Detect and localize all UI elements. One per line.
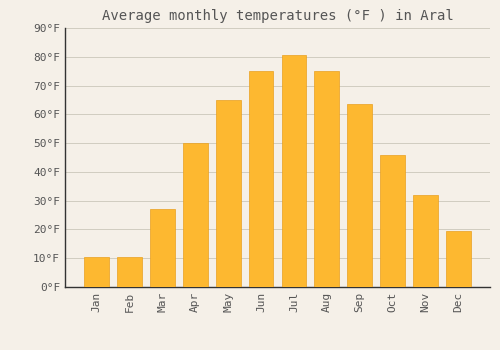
Bar	[117, 257, 142, 287]
Bar	[446, 231, 470, 287]
Bar	[150, 209, 174, 287]
Title: Average monthly temperatures (°F ) in Aral: Average monthly temperatures (°F ) in Ar…	[102, 9, 454, 23]
Bar	[183, 143, 208, 287]
Bar	[216, 100, 240, 287]
Bar	[282, 55, 306, 287]
Bar	[248, 71, 274, 287]
Bar	[348, 104, 372, 287]
Bar	[84, 257, 109, 287]
Bar	[380, 155, 405, 287]
Bar	[314, 71, 339, 287]
Bar	[413, 195, 438, 287]
